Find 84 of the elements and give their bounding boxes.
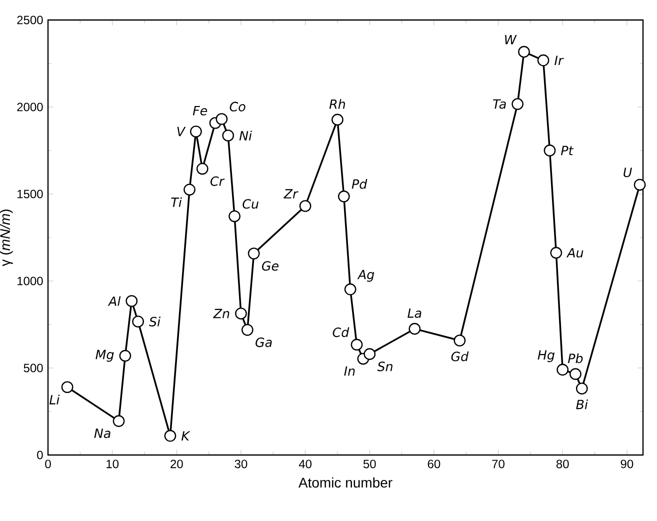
point	[576, 382, 588, 394]
annotation: Bi	[576, 399, 588, 410]
x-tick-label: 60	[428, 460, 440, 468]
annotation: Ir	[554, 56, 564, 65]
point	[119, 350, 132, 362]
x-tick-label: 20	[170, 460, 183, 468]
point	[61, 381, 74, 394]
annotation: Si	[149, 316, 160, 326]
annotation: Mg	[96, 350, 114, 362]
point	[550, 246, 562, 259]
point	[132, 316, 144, 328]
point	[544, 144, 556, 156]
point	[241, 324, 254, 336]
y-tick-label: 500	[24, 364, 43, 372]
point	[634, 178, 646, 191]
point	[235, 308, 247, 320]
point	[126, 295, 138, 307]
x-tick-label: 30	[234, 460, 248, 468]
annotation: Ni	[239, 130, 252, 140]
point	[248, 248, 260, 260]
annotation: Ta	[493, 99, 506, 109]
point	[216, 113, 228, 125]
point	[350, 338, 363, 351]
point	[512, 98, 524, 110]
point	[222, 130, 234, 142]
annotation: Cd	[332, 327, 350, 338]
annotation: Li	[49, 394, 60, 404]
annotation: Ag	[357, 270, 374, 282]
annotation: K	[181, 431, 190, 440]
point	[338, 190, 350, 202]
x-tick-label: 80	[556, 460, 569, 468]
point	[537, 54, 550, 66]
x-tick-label: 50	[363, 460, 376, 468]
annotation: Na	[94, 428, 110, 438]
point	[190, 126, 202, 138]
annotation: Ge	[262, 261, 278, 271]
y-tick-label: 2500	[17, 16, 43, 24]
annotation: Pb	[568, 353, 583, 364]
point	[228, 210, 240, 222]
x-tick-label: 40	[298, 460, 312, 468]
y-axis-title: γ (mN/m)	[0, 210, 13, 266]
y-tick-label: 2000	[17, 102, 43, 112]
point	[299, 200, 312, 212]
annotation: Al	[108, 296, 121, 306]
point	[184, 184, 196, 196]
x-axis-title: Atomic number	[298, 477, 392, 488]
point	[454, 334, 466, 346]
annotation: Ga	[256, 337, 272, 348]
annotation: Au	[566, 248, 584, 258]
annotation: Cu	[242, 199, 258, 209]
x-tick-label: 70	[492, 460, 504, 468]
point	[408, 322, 421, 335]
y-tick-label: 1500	[18, 190, 43, 198]
annotation: Co	[230, 102, 246, 112]
annotation: Zn	[213, 308, 230, 318]
annotation: In	[344, 366, 355, 376]
annotation: Zr	[284, 189, 298, 198]
annotation: V	[177, 126, 186, 136]
point	[518, 46, 530, 58]
point	[344, 283, 356, 296]
x-tick-label: 10	[106, 460, 119, 468]
annotation: Rh	[329, 99, 346, 109]
annotation: Hg	[538, 350, 555, 362]
x-tick-label: 0	[45, 460, 51, 468]
annotation: Sn	[377, 362, 392, 372]
annotation: W	[505, 34, 517, 44]
point	[364, 348, 376, 360]
point	[164, 430, 176, 442]
point	[332, 114, 344, 126]
point	[556, 364, 569, 376]
annotation: Pd	[352, 179, 368, 189]
y-tick-label: 1000	[18, 276, 43, 286]
point	[570, 368, 582, 380]
annotation: Ti	[171, 197, 182, 207]
point	[196, 162, 208, 175]
annotation: Gd	[451, 351, 469, 362]
y-tick-label: 0	[37, 450, 43, 460]
annotation: Pt	[561, 146, 574, 156]
annotation: Cr	[210, 176, 225, 186]
annotation: Fe	[192, 106, 208, 116]
annotation: U	[624, 168, 632, 178]
annotation: La	[408, 308, 422, 318]
point	[112, 415, 125, 427]
x-tick-label: 90	[620, 460, 634, 468]
